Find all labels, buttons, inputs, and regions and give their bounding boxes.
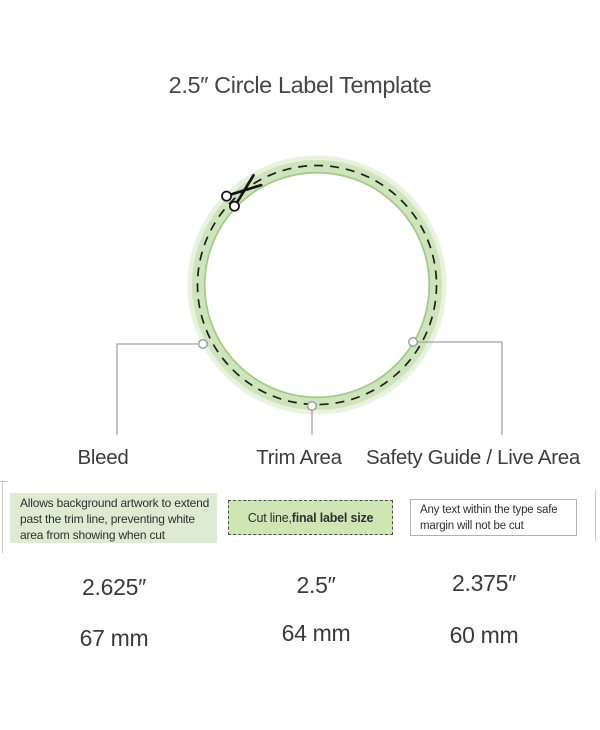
- circle-diagram: [116, 155, 503, 435]
- bleed-label: Bleed: [77, 446, 129, 469]
- safety-anchor-dot: [408, 337, 419, 348]
- safety-description-box: Any text within the type safe margin wil…: [410, 499, 577, 536]
- bleed-anchor-dot: [197, 339, 208, 350]
- safety-guide-ring: [203, 171, 431, 399]
- trim-size-inches: 2.5″: [296, 572, 336, 598]
- safety-leader-line: [417, 341, 503, 435]
- safety-size-mm: 60 mm: [449, 622, 519, 648]
- trim-size-mm: 64 mm: [281, 620, 351, 646]
- trim-anchor-dot: [307, 401, 318, 412]
- trim-description-text: Cut line,: [247, 510, 292, 525]
- bleed-size-inches: 2.625″: [82, 574, 146, 600]
- right-frame-edge: [595, 490, 596, 541]
- bleed-description-box: Allows background artwork to extend past…: [10, 493, 217, 543]
- safety-guide-label: Safety Guide / Live Area: [366, 446, 580, 469]
- page-title: 2.5″ Circle Label Template: [168, 72, 432, 98]
- safety-size-inches: 2.375″: [452, 570, 516, 596]
- left-frame-corner: [0, 481, 8, 482]
- bleed-leader-line: [116, 343, 207, 435]
- trim-description-box: Cut line, final label size: [228, 500, 393, 535]
- trim-area-label: Trim Area: [256, 446, 342, 469]
- trim-description-bold: final label size: [291, 510, 374, 525]
- trim-cut-dashed-ring: [196, 164, 438, 406]
- scissors-icon: [221, 173, 263, 212]
- bleed-size-mm: 67 mm: [79, 625, 149, 651]
- bleed-band-ring: [192, 160, 442, 410]
- left-frame-edge: [2, 481, 3, 553]
